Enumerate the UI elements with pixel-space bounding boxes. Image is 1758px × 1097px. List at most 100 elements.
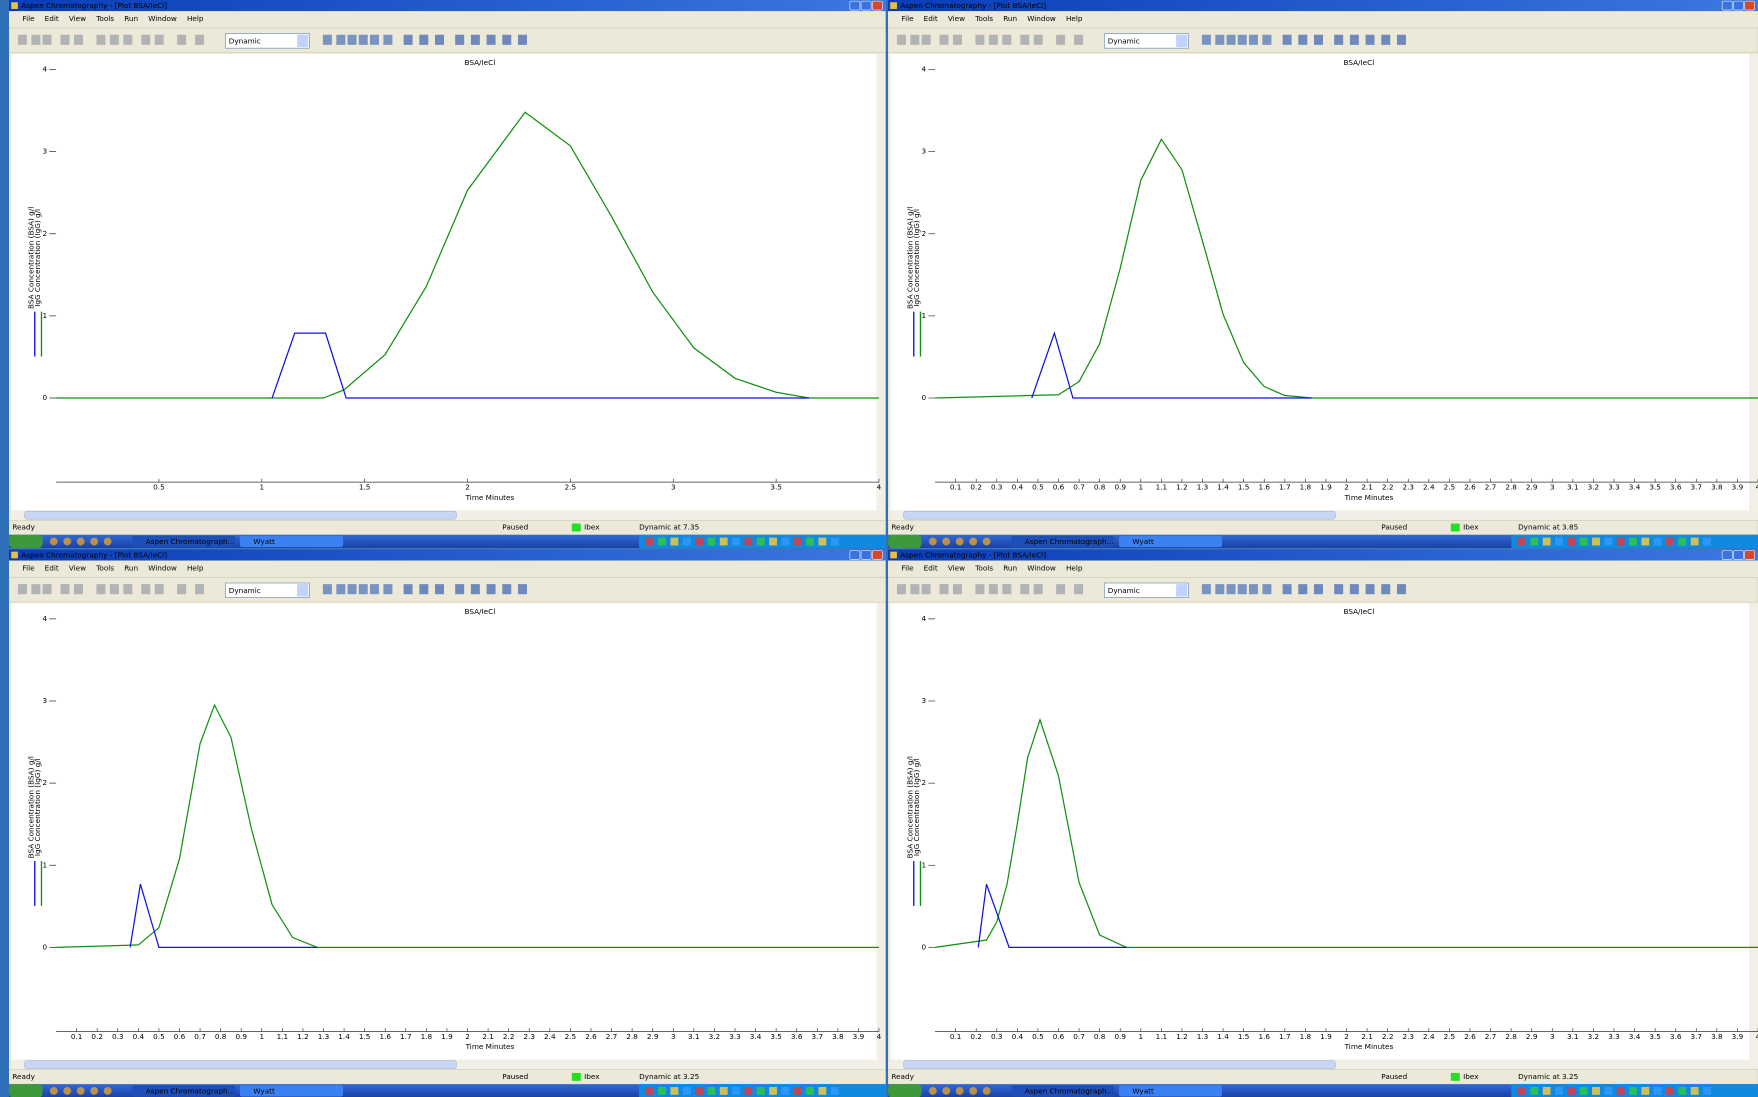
toolbar-icon[interactable] bbox=[455, 35, 464, 45]
tray-icon[interactable] bbox=[1580, 1087, 1588, 1095]
toolbar-icon[interactable] bbox=[419, 35, 428, 45]
quick-launch-icon[interactable] bbox=[983, 538, 991, 546]
tray-icon[interactable] bbox=[1592, 1087, 1600, 1095]
toolbar-icon[interactable] bbox=[1314, 584, 1323, 594]
toolbar-icon[interactable] bbox=[96, 35, 105, 45]
quick-launch-icon[interactable] bbox=[77, 1087, 85, 1095]
start-button[interactable] bbox=[9, 1084, 43, 1097]
toolbar-icon[interactable] bbox=[1350, 35, 1359, 45]
tray-icon[interactable] bbox=[1617, 538, 1625, 546]
menu-item[interactable]: Window bbox=[148, 14, 177, 23]
vertical-scrollbar[interactable] bbox=[1749, 54, 1758, 510]
toolbar-icon[interactable] bbox=[323, 584, 332, 594]
tray-icon[interactable] bbox=[831, 538, 839, 546]
close-button[interactable] bbox=[872, 1, 882, 10]
close-button[interactable] bbox=[872, 550, 882, 559]
scroll-thumb[interactable] bbox=[904, 1061, 1336, 1069]
tray-icon[interactable] bbox=[744, 1087, 752, 1095]
start-button[interactable] bbox=[888, 1084, 922, 1097]
tray-icon[interactable] bbox=[794, 1087, 802, 1095]
quick-launch-icon[interactable] bbox=[942, 1087, 950, 1095]
toolbar-icon[interactable] bbox=[404, 35, 413, 45]
tray-icon[interactable] bbox=[757, 538, 765, 546]
dropdown-arrow[interactable] bbox=[1176, 35, 1187, 47]
menu-item[interactable]: Run bbox=[124, 563, 138, 572]
quick-launch-icon[interactable] bbox=[77, 538, 85, 546]
toolbar-icon[interactable] bbox=[195, 35, 204, 45]
window-button[interactable] bbox=[1722, 1, 1732, 10]
tray-icon[interactable] bbox=[818, 1087, 826, 1095]
tray-icon[interactable] bbox=[720, 1087, 728, 1095]
quick-launch-icon[interactable] bbox=[63, 1087, 71, 1095]
tray-icon[interactable] bbox=[744, 538, 752, 546]
toolbar-icon[interactable] bbox=[61, 35, 70, 45]
tray-icon[interactable] bbox=[1543, 1087, 1551, 1095]
menu-item[interactable]: Tools bbox=[974, 14, 993, 23]
toolbar-icon[interactable] bbox=[1283, 584, 1292, 594]
toolbar-icon[interactable] bbox=[910, 584, 919, 594]
quick-launch-icon[interactable] bbox=[983, 1087, 991, 1095]
toolbar-icon[interactable] bbox=[383, 584, 392, 594]
toolbar-icon[interactable] bbox=[1202, 584, 1211, 594]
quick-launch-icon[interactable] bbox=[956, 1087, 964, 1095]
toolbar-icon[interactable] bbox=[1314, 35, 1323, 45]
quick-launch-icon[interactable] bbox=[956, 538, 964, 546]
tray-icon[interactable] bbox=[1592, 538, 1600, 546]
toolbar-icon[interactable] bbox=[1366, 584, 1375, 594]
tray-icon[interactable] bbox=[1691, 538, 1699, 546]
toolbar-icon[interactable] bbox=[110, 584, 119, 594]
tray-icon[interactable] bbox=[1604, 538, 1612, 546]
toolbar-icon[interactable] bbox=[502, 584, 511, 594]
menu-item[interactable]: View bbox=[69, 563, 86, 572]
vertical-scrollbar[interactable] bbox=[1749, 603, 1758, 1059]
toolbar-icon[interactable] bbox=[195, 584, 204, 594]
tray-icon[interactable] bbox=[1567, 538, 1575, 546]
tray-icon[interactable] bbox=[1678, 1087, 1686, 1095]
menu-item[interactable]: File bbox=[22, 14, 35, 23]
window-button[interactable] bbox=[861, 550, 871, 559]
toolbar-icon[interactable] bbox=[518, 584, 527, 594]
tray-icon[interactable] bbox=[1543, 538, 1551, 546]
toolbar-icon[interactable] bbox=[471, 584, 480, 594]
tray-icon[interactable] bbox=[1641, 538, 1649, 546]
tray-icon[interactable] bbox=[707, 1087, 715, 1095]
quick-launch-icon[interactable] bbox=[50, 538, 58, 546]
toolbar-icon[interactable] bbox=[31, 584, 40, 594]
menu-item[interactable]: Run bbox=[1003, 14, 1017, 23]
menu-item[interactable]: Window bbox=[1027, 563, 1056, 572]
tray-icon[interactable] bbox=[1530, 538, 1538, 546]
toolbar-icon[interactable] bbox=[1334, 35, 1343, 45]
menu-item[interactable]: Tools bbox=[95, 563, 114, 572]
tray-icon[interactable] bbox=[1617, 1087, 1625, 1095]
toolbar-icon[interactable] bbox=[177, 584, 186, 594]
toolbar-icon[interactable] bbox=[359, 584, 368, 594]
menu-item[interactable]: Help bbox=[187, 14, 204, 23]
start-button[interactable] bbox=[9, 535, 43, 548]
toolbar-icon[interactable] bbox=[370, 35, 379, 45]
toolbar-icon[interactable] bbox=[1202, 35, 1211, 45]
toolbar-icon[interactable] bbox=[323, 35, 332, 45]
toolbar-icon[interactable] bbox=[18, 35, 27, 45]
toolbar-icon[interactable] bbox=[1298, 35, 1307, 45]
toolbar-icon[interactable] bbox=[1215, 35, 1224, 45]
toolbar-icon[interactable] bbox=[975, 35, 984, 45]
toolbar-icon[interactable] bbox=[1074, 35, 1083, 45]
toolbar-icon[interactable] bbox=[43, 35, 52, 45]
quick-launch-icon[interactable] bbox=[104, 1087, 112, 1095]
toolbar-icon[interactable] bbox=[348, 584, 357, 594]
toolbar-icon[interactable] bbox=[110, 35, 119, 45]
tray-icon[interactable] bbox=[769, 538, 777, 546]
tray-icon[interactable] bbox=[695, 538, 703, 546]
toolbar-icon[interactable] bbox=[1238, 35, 1247, 45]
toolbar-icon[interactable] bbox=[910, 35, 919, 45]
menu-item[interactable]: File bbox=[901, 563, 914, 572]
tray-icon[interactable] bbox=[1530, 1087, 1538, 1095]
menu-item[interactable]: Window bbox=[148, 563, 177, 572]
tray-icon[interactable] bbox=[794, 538, 802, 546]
toolbar-icon[interactable] bbox=[74, 584, 83, 594]
window-button[interactable] bbox=[1733, 550, 1743, 559]
toolbar-icon[interactable] bbox=[96, 584, 105, 594]
tray-icon[interactable] bbox=[1604, 1087, 1612, 1095]
tray-icon[interactable] bbox=[1641, 1087, 1649, 1095]
toolbar-icon[interactable] bbox=[940, 35, 949, 45]
